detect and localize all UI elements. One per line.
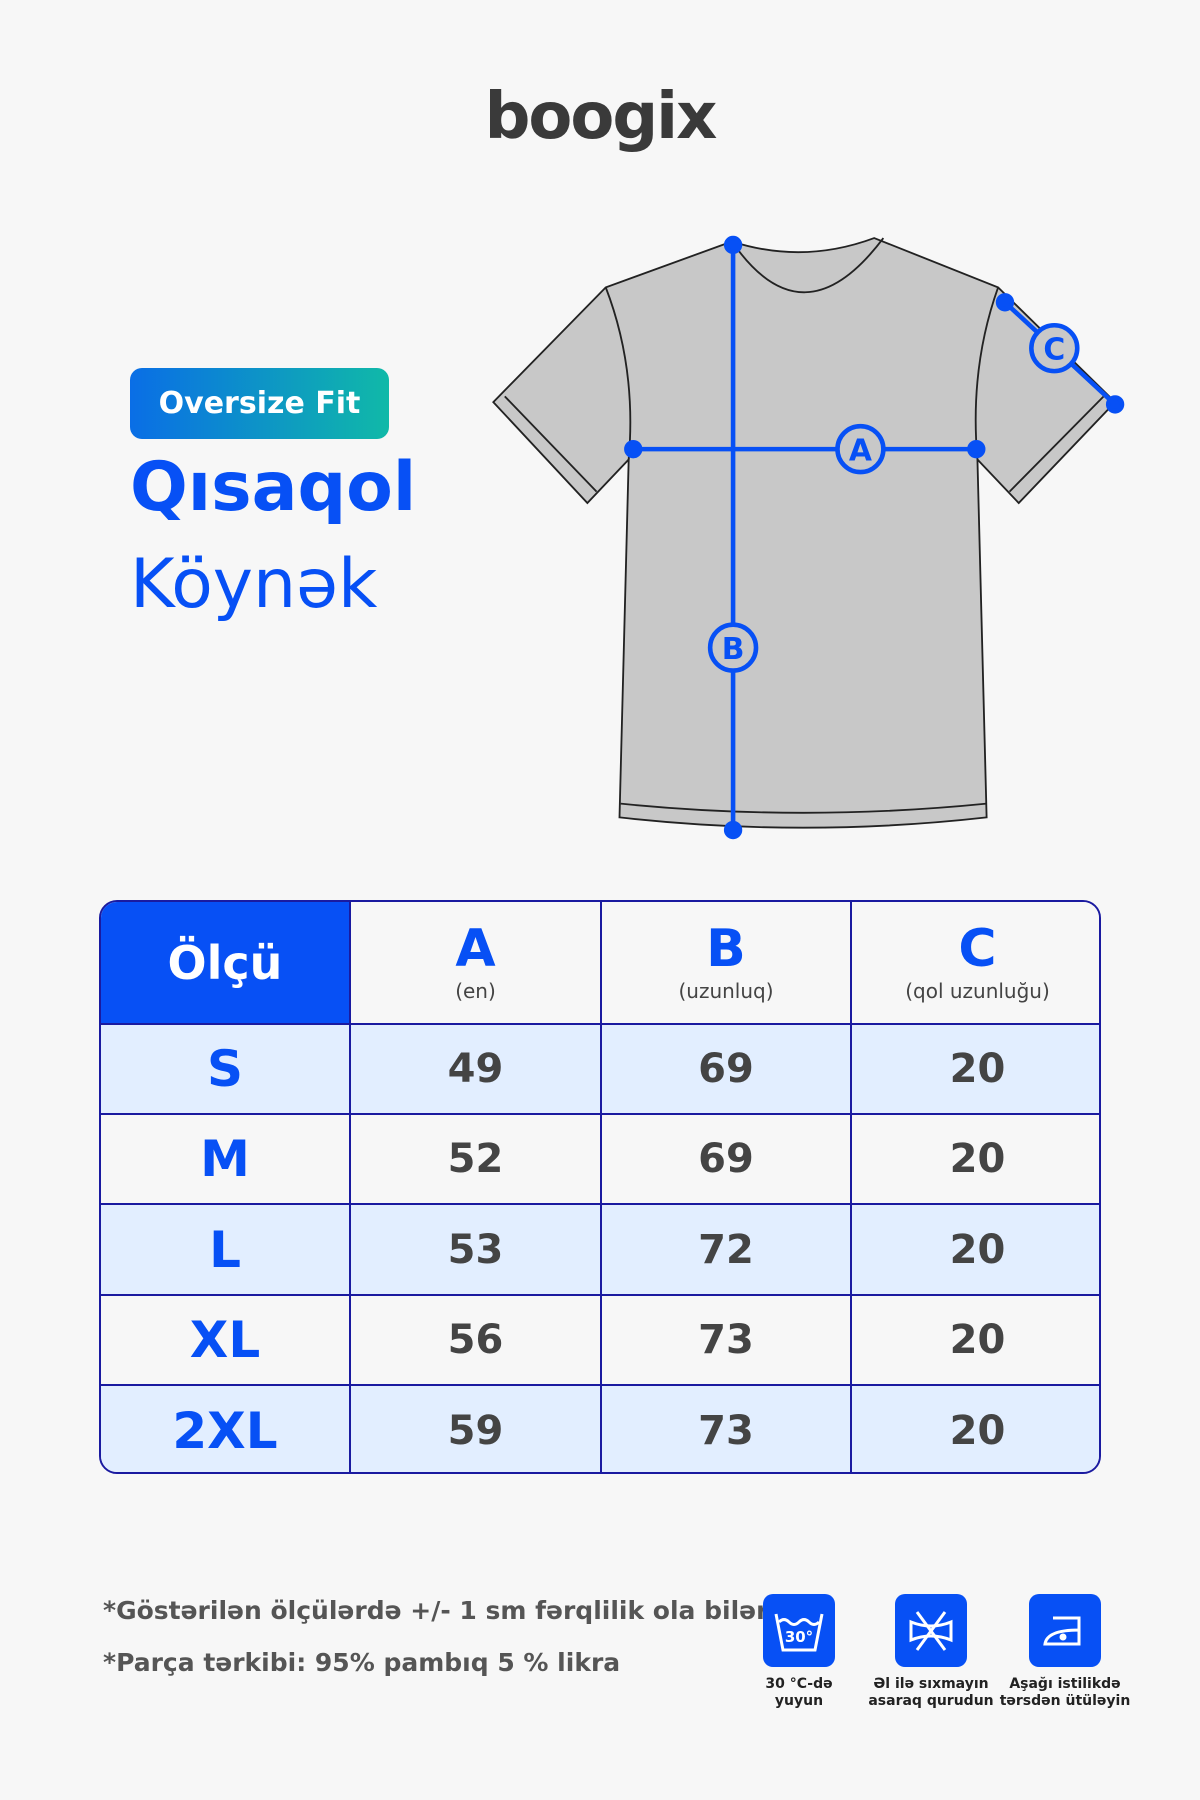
value-cell-c: 20 bbox=[852, 1205, 1099, 1296]
value: 69 bbox=[698, 1046, 754, 1092]
value: 49 bbox=[447, 1046, 504, 1092]
size-cell: 2XL bbox=[101, 1386, 351, 1472]
value-cell-b: 73 bbox=[602, 1386, 852, 1472]
size-cell: S bbox=[101, 1025, 351, 1115]
value: 20 bbox=[949, 1226, 1006, 1273]
label-b: B bbox=[722, 632, 745, 667]
brand-logo: boogix bbox=[484, 80, 718, 154]
care-label-wash: 30 °C-də yuyun bbox=[765, 1676, 833, 1709]
value-cell-b: 72 bbox=[602, 1205, 852, 1296]
value: 59 bbox=[447, 1408, 504, 1454]
svg-text:30°: 30° bbox=[785, 1628, 813, 1646]
tshirt-shape bbox=[492, 237, 1117, 829]
value: 72 bbox=[698, 1226, 754, 1273]
value: 69 bbox=[698, 1136, 754, 1182]
value-cell-b: 69 bbox=[602, 1025, 852, 1115]
product-title: Qısaqol bbox=[130, 448, 417, 527]
value: 53 bbox=[447, 1226, 504, 1273]
value-cell-a: 53 bbox=[351, 1205, 602, 1296]
no-wring-icon bbox=[895, 1594, 967, 1667]
value: 20 bbox=[949, 1317, 1006, 1363]
fit-badge: Oversize Fit bbox=[130, 368, 389, 439]
value-cell-b: 73 bbox=[602, 1296, 852, 1386]
note-tolerance: *Göstərilən ölçülərdə +/- 1 sm fərqlilik… bbox=[103, 1596, 775, 1625]
size-table: Ölçü A (en) B (uzunluq) C (qol uzunluğu) S 49 69 2… bbox=[99, 900, 1101, 1474]
value-cell-c: 20 bbox=[852, 1386, 1099, 1472]
label-a: A bbox=[849, 434, 872, 469]
size-label: 2XL bbox=[172, 1402, 278, 1460]
size-label: M bbox=[200, 1130, 250, 1188]
size-label: S bbox=[206, 1040, 243, 1098]
wash-30-icon: 30° bbox=[763, 1594, 835, 1667]
value: 52 bbox=[447, 1136, 504, 1182]
value-cell-a: 49 bbox=[351, 1025, 602, 1115]
care-label-dry: Əl ilə sıxmayın asaraq qurudun bbox=[868, 1676, 994, 1709]
care-label-iron: Aşağı istilikdə tərsdən ütüləyin bbox=[999, 1676, 1131, 1709]
value-cell-c: 20 bbox=[852, 1025, 1099, 1115]
header-letter: B bbox=[706, 918, 746, 979]
header-col-a: A (en) bbox=[351, 902, 602, 1025]
header-letter: A bbox=[455, 918, 496, 979]
iron-low-icon bbox=[1029, 1594, 1101, 1667]
product-subtitle: Köynək bbox=[130, 545, 378, 624]
value-cell-a: 52 bbox=[351, 1115, 602, 1205]
value: 20 bbox=[949, 1136, 1006, 1182]
label-c: C bbox=[1043, 333, 1065, 368]
size-label: XL bbox=[189, 1311, 261, 1369]
value-cell-c: 20 bbox=[852, 1296, 1099, 1386]
size-cell: M bbox=[101, 1115, 351, 1205]
value: 56 bbox=[447, 1317, 504, 1363]
value: 20 bbox=[949, 1046, 1006, 1092]
size-label: L bbox=[209, 1220, 241, 1279]
value-cell-b: 69 bbox=[602, 1115, 852, 1205]
header-sub: (uzunluq) bbox=[678, 978, 774, 1003]
value: 73 bbox=[698, 1408, 754, 1454]
header-size-label: Ölçü bbox=[167, 935, 283, 990]
value-cell-c: 20 bbox=[852, 1115, 1099, 1205]
value: 73 bbox=[698, 1317, 754, 1363]
header-col-b: B (uzunluq) bbox=[602, 902, 852, 1025]
value-cell-a: 56 bbox=[351, 1296, 602, 1386]
header-sub: (en) bbox=[455, 978, 496, 1003]
header-letter: C bbox=[958, 918, 997, 979]
header-sub: (qol uzunluğu) bbox=[905, 978, 1050, 1003]
size-cell: XL bbox=[101, 1296, 351, 1386]
header-size: Ölçü bbox=[101, 902, 351, 1025]
size-cell: L bbox=[101, 1205, 351, 1296]
value-cell-a: 59 bbox=[351, 1386, 602, 1472]
value: 20 bbox=[949, 1408, 1006, 1454]
note-composition: *Parça tərkibi: 95% pambıq 5 % likra bbox=[103, 1648, 621, 1677]
header-col-c: C (qol uzunluğu) bbox=[852, 902, 1099, 1025]
